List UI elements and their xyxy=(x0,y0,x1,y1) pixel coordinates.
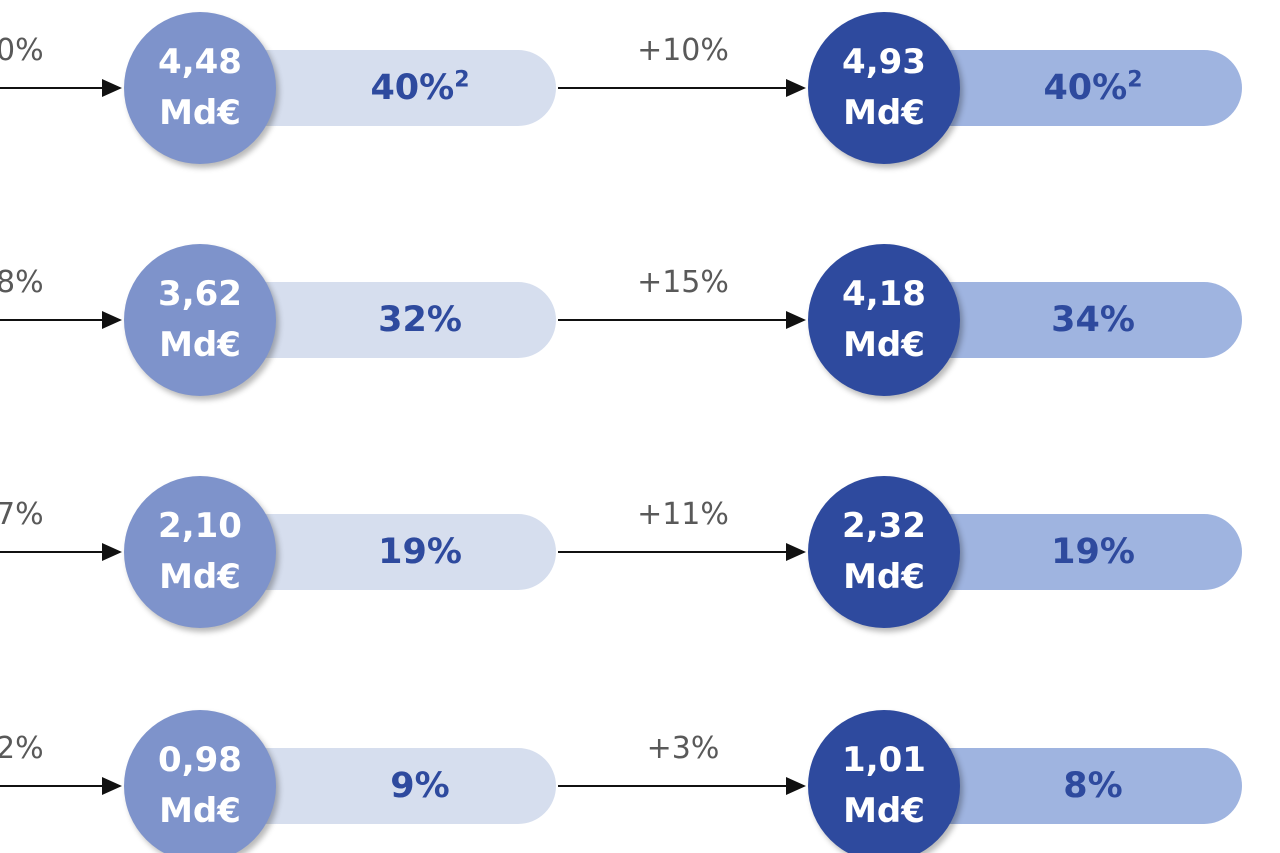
right-value-circle: 2,32 Md€ xyxy=(808,476,960,628)
left-value-unit: Md€ xyxy=(159,791,241,831)
left-share-percent: 9% xyxy=(390,766,450,806)
left-share-percent: 19% xyxy=(378,532,462,572)
right-share-value: 34% xyxy=(958,282,1228,358)
left-value-amount: 4,48 xyxy=(158,42,242,82)
right-value-amount: 4,93 xyxy=(842,42,926,82)
left-share-value: 40%2 xyxy=(272,50,568,126)
right-value-unit: Md€ xyxy=(843,557,925,597)
right-share-percent: 19% xyxy=(1051,532,1135,572)
left-value-circle: 0,98 Md€ xyxy=(124,710,276,853)
right-share-percent: 40% xyxy=(1043,68,1128,108)
right-value-amount: 2,32 xyxy=(842,506,926,546)
left-growth-label: 7% xyxy=(0,497,44,532)
left-value-unit: Md€ xyxy=(159,93,241,133)
right-value-amount: 1,01 xyxy=(842,740,926,780)
left-arrow xyxy=(0,777,122,795)
left-arrow xyxy=(0,543,122,561)
left-growth-label: 8% xyxy=(0,265,44,300)
right-share-value: 8% xyxy=(958,748,1228,824)
middle-growth-label: +3% xyxy=(646,731,720,766)
middle-growth-label: +11% xyxy=(637,497,729,532)
left-value-unit: Md€ xyxy=(159,325,241,365)
right-share-percent: 34% xyxy=(1051,300,1135,340)
right-value-amount: 4,18 xyxy=(842,274,926,314)
left-share-value: 9% xyxy=(272,748,568,824)
right-share-value: 40%2 xyxy=(958,50,1228,126)
right-value-circle: 4,18 Md€ xyxy=(808,244,960,396)
left-share-value: 19% xyxy=(272,514,568,590)
right-share-value: 19% xyxy=(958,514,1228,590)
right-value-unit: Md€ xyxy=(843,791,925,831)
right-value-unit: Md€ xyxy=(843,325,925,365)
left-share-percent: 32% xyxy=(378,300,462,340)
left-value-circle: 2,10 Md€ xyxy=(124,476,276,628)
left-share-percent: 40% xyxy=(370,68,455,108)
left-growth-label: 2% xyxy=(0,731,44,766)
middle-growth-label: +10% xyxy=(637,33,729,68)
left-value-amount: 0,98 xyxy=(158,740,242,780)
left-arrow xyxy=(0,79,122,97)
middle-arrow xyxy=(558,543,806,561)
left-growth-label: 0% xyxy=(0,33,44,68)
left-value-unit: Md€ xyxy=(159,557,241,597)
left-arrow xyxy=(0,311,122,329)
right-share-footnote: 2 xyxy=(1127,67,1143,93)
left-share-value: 32% xyxy=(272,282,568,358)
left-value-amount: 3,62 xyxy=(158,274,242,314)
left-value-amount: 2,10 xyxy=(158,506,242,546)
left-share-footnote: 2 xyxy=(454,67,470,93)
left-value-circle: 4,48 Md€ xyxy=(124,12,276,164)
right-value-circle: 1,01 Md€ xyxy=(808,710,960,853)
right-value-unit: Md€ xyxy=(843,93,925,133)
right-share-percent: 8% xyxy=(1063,766,1123,806)
middle-growth-label: +15% xyxy=(637,265,729,300)
right-value-circle: 4,93 Md€ xyxy=(808,12,960,164)
left-value-circle: 3,62 Md€ xyxy=(124,244,276,396)
middle-arrow xyxy=(558,79,806,97)
middle-arrow xyxy=(558,311,806,329)
middle-arrow xyxy=(558,777,806,795)
